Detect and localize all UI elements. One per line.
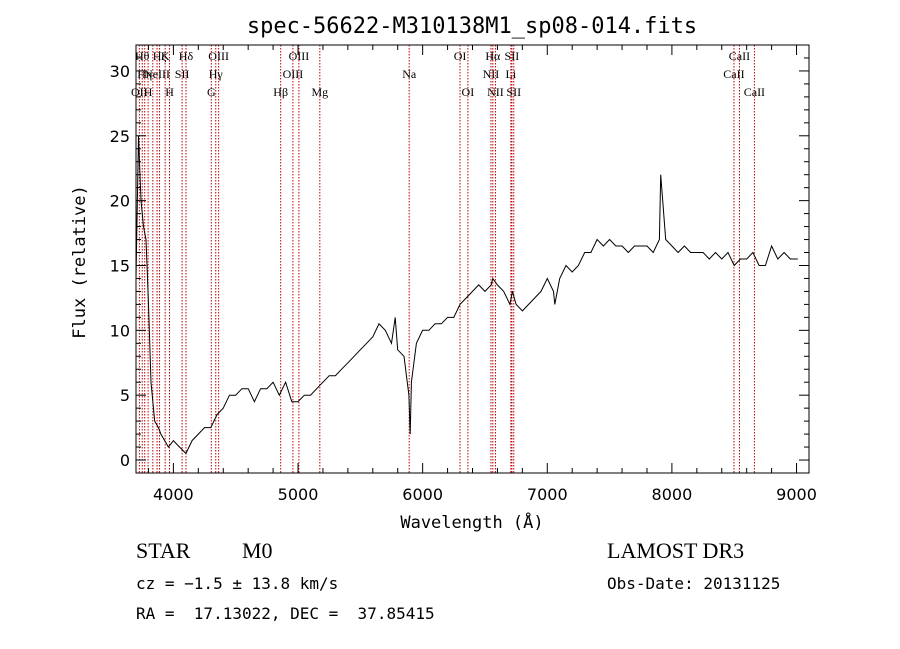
line-label: SII — [506, 85, 521, 99]
survey-name: LAMOST DR3 — [607, 538, 745, 563]
line-label: NII — [483, 67, 500, 81]
x-tick-label: 9000 — [776, 485, 817, 504]
line-label: Na — [402, 67, 417, 81]
line-label: Hα — [485, 49, 501, 63]
object-class: STAR — [136, 538, 191, 563]
line-label: Hδ — [179, 49, 194, 63]
line-label: Hγ — [209, 67, 224, 81]
spectral-line-markers — [138, 45, 755, 473]
line-label: NeIII — [144, 67, 170, 81]
x-tick-label: 5000 — [278, 485, 319, 504]
y-tick-label: 25 — [110, 127, 130, 146]
line-label: Mg — [311, 85, 328, 99]
y-tick-label: 20 — [110, 192, 130, 211]
line-label: Hβ — [273, 85, 288, 99]
observation-date: Obs-Date: 20131125 — [607, 574, 781, 593]
line-label: K — [161, 49, 170, 63]
coordinates: RA = 17.13022, DEC = 37.85415 — [136, 604, 435, 623]
y-tick-label: 15 — [110, 256, 130, 275]
spectrum-line — [135, 135, 798, 455]
x-tick-label: 4000 — [153, 485, 194, 504]
y-tick-label: 5 — [120, 386, 130, 405]
object-subclass: M0 — [242, 538, 273, 563]
x-tick-label: 7000 — [527, 485, 568, 504]
spectral-line-labels: OIIHθHηHNeIIIHζKHSIIHδGHγOIIIHβOIIIOIIIM… — [131, 49, 765, 99]
line-label: H — [144, 85, 153, 99]
line-label: NII — [487, 85, 504, 99]
line-label: OI — [454, 49, 467, 63]
y-tick-label: 30 — [110, 62, 130, 81]
y-axis-label: Flux (relative) — [70, 185, 90, 339]
line-label: Hθ — [135, 49, 150, 63]
line-label: SII — [505, 49, 520, 63]
y-axis-ticks: 0 5 10 15 20 25 30 — [110, 44, 809, 474]
y-tick-label: 0 — [120, 451, 130, 470]
x-tick-label: 6000 — [402, 485, 443, 504]
x-tick-label: 8000 — [652, 485, 693, 504]
line-label: CaII — [723, 67, 744, 81]
line-label: OII — [131, 85, 148, 99]
redshift-velocity: cz = −1.5 ± 13.8 km/s — [136, 574, 339, 593]
x-axis-ticks: 4000 5000 6000 7000 8000 9000 — [147, 45, 817, 504]
x-axis-label: Wavelength (Å) — [400, 511, 543, 533]
chart-title: spec-56622-M310138M1_sp08-014.fits — [247, 14, 697, 39]
line-label: OIII — [289, 49, 310, 63]
y-tick-label: 10 — [110, 321, 130, 340]
line-label: SII — [175, 67, 190, 81]
line-label: Li — [506, 67, 517, 81]
line-label: OI — [462, 85, 475, 99]
line-label: G — [207, 85, 216, 99]
plot-frame — [135, 44, 810, 474]
line-label: H — [165, 85, 174, 99]
line-label: CaII — [744, 85, 765, 99]
line-label: CaII — [729, 49, 750, 63]
line-label: Hζ — [153, 49, 167, 63]
line-label: OIII — [283, 67, 304, 81]
line-label: OIII — [208, 49, 229, 63]
